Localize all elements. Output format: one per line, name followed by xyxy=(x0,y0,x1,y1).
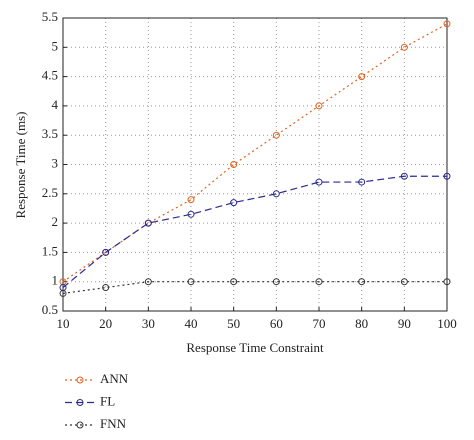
legend-marker xyxy=(76,421,84,429)
data-point xyxy=(272,131,280,139)
y-tick-label: 5 xyxy=(52,38,59,53)
y-tick-label: 1.5 xyxy=(42,243,58,258)
y-tick-label: 2.5 xyxy=(42,185,58,200)
x-tick-label: 10 xyxy=(57,316,70,331)
x-tick-label: 20 xyxy=(99,316,112,331)
x-axis-label: Response Time Constraint xyxy=(186,340,324,355)
data-point xyxy=(315,278,323,286)
data-point xyxy=(187,210,195,218)
data-point xyxy=(443,278,451,286)
data-point xyxy=(144,278,152,286)
data-point xyxy=(102,284,110,292)
data-point xyxy=(400,278,408,286)
y-tick-label: 3.5 xyxy=(42,126,58,141)
x-tick-label: 60 xyxy=(270,316,283,331)
data-point xyxy=(400,172,408,180)
legend-label: FL xyxy=(100,393,115,408)
y-tick-label: 1 xyxy=(52,273,59,288)
x-tick-label: 100 xyxy=(437,316,457,331)
data-point xyxy=(230,278,238,286)
legend-marker xyxy=(76,376,84,384)
series-line xyxy=(62,281,447,295)
x-tick-label: 30 xyxy=(142,316,155,331)
y-tick-label: 0.5 xyxy=(42,302,58,317)
data-point xyxy=(59,289,67,297)
y-tick-label: 3 xyxy=(52,155,59,170)
data-point xyxy=(187,278,195,286)
x-tick-label: 80 xyxy=(355,316,368,331)
data-point xyxy=(102,248,110,256)
x-tick-label: 50 xyxy=(227,316,240,331)
data-point xyxy=(272,278,280,286)
legend-label: ANN xyxy=(100,371,129,386)
data-point xyxy=(315,102,323,110)
x-tick-label: 90 xyxy=(398,316,411,331)
data-point xyxy=(400,43,408,51)
y-tick-label: 5.5 xyxy=(42,9,58,24)
data-point xyxy=(144,219,152,227)
plot-frame xyxy=(62,17,448,312)
data-point xyxy=(272,190,280,198)
data-point xyxy=(443,20,451,28)
y-tick-label: 4 xyxy=(52,97,59,112)
data-point xyxy=(358,73,366,81)
data-point xyxy=(187,196,195,204)
y-tick-label: 4.5 xyxy=(42,68,58,83)
series-line xyxy=(62,23,448,283)
data-point xyxy=(315,178,323,186)
series-line xyxy=(62,175,447,289)
y-tick-label: 2 xyxy=(52,214,59,229)
x-tick-label: 70 xyxy=(313,316,326,331)
legend-marker xyxy=(76,399,84,406)
data-point xyxy=(358,178,366,186)
data-point xyxy=(443,172,451,180)
y-axis-label: Response Time (ms) xyxy=(13,112,28,219)
data-point xyxy=(230,199,238,207)
x-tick-label: 40 xyxy=(185,316,198,331)
data-point xyxy=(230,161,238,168)
data-point xyxy=(358,278,366,286)
legend-label: FNN xyxy=(100,416,127,431)
